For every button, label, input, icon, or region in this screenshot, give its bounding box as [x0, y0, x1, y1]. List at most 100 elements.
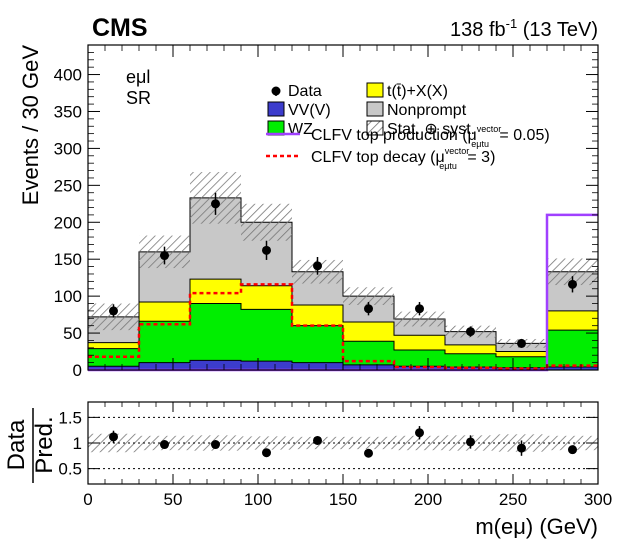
channel-label: eμl: [126, 67, 150, 87]
main-frame: [87, 44, 599, 371]
bar-ttx-4: [292, 305, 343, 326]
uncertainty-band-6: [394, 311, 445, 327]
bar-wz-7: [445, 353, 496, 368]
legend-clfv-decay-sup: vector: [445, 146, 470, 156]
uncertainty-band-5: [343, 287, 394, 305]
y-tick-label-5: 250: [54, 176, 82, 195]
ratio-y-title-bottom: Pred.: [31, 416, 58, 473]
y-tick-label-8: 400: [54, 66, 82, 85]
ratio-y-tick-label-0: 0.5: [58, 460, 82, 479]
ratio-point-5: [364, 448, 373, 458]
legend-data-marker: [271, 86, 281, 96]
bar-wz-0: [88, 348, 139, 367]
y-tick-label-1: 50: [63, 324, 82, 343]
legend-clfv-production-main: CLFV top production (μ: [311, 127, 477, 144]
bar-vv-2: [190, 360, 241, 370]
legend-unc-swatch: [366, 120, 384, 136]
ratio-point-1: [160, 440, 169, 450]
bar-ttx-8: [496, 351, 547, 357]
x-tick-label-4: 200: [414, 490, 442, 509]
data-point-2: [211, 199, 220, 209]
x-tick-label-3: 150: [329, 490, 357, 509]
legend-clfv-decay-tail: = 3): [463, 149, 495, 166]
lumi-exponent: -1: [506, 16, 518, 31]
legend-vv-swatch: [267, 101, 285, 117]
ratio-y-title: Data Pred.: [3, 408, 58, 483]
bar-ttx-2: [190, 279, 241, 304]
data-point-6: [415, 304, 424, 314]
ratio-point-7: [466, 437, 475, 447]
ratio-point-9: [568, 445, 577, 455]
bar-wz-3: [241, 309, 292, 362]
bar-wz-4: [292, 325, 343, 363]
legend-wz: WZ: [267, 120, 313, 138]
legend-ttx-label: t(t̄)+X(X): [387, 83, 448, 100]
ratio-point-0: [109, 432, 118, 442]
ratio-y-title-top: Data: [3, 419, 30, 470]
bar-ttx-5: [343, 321, 394, 342]
region-label: SR: [126, 88, 151, 108]
x-tick-label-1: 50: [164, 490, 183, 509]
legend-clfv-production-sub: eμtu: [471, 139, 489, 149]
x-tick-labels: 0 50 100 150 200 250 300: [83, 490, 612, 509]
legend-ttx: t(t̄)+X(X): [366, 82, 448, 100]
bar-wz-8: [496, 356, 547, 368]
bar-vv-3: [241, 361, 292, 370]
x-axis-title: m(eμ) (GeV): [475, 514, 598, 539]
legend-vv-label: VV(V): [288, 102, 331, 119]
x-tick-label-5: 250: [499, 490, 527, 509]
lumi-label: 138 fb-1 (13 TeV): [450, 16, 598, 41]
bar-ttx-9: [547, 310, 598, 331]
data-point-4: [313, 261, 322, 271]
ratio-y-tick-label-1: 1: [73, 434, 82, 453]
lumi-suffix: (13 TeV): [517, 19, 598, 41]
bar-wz-6: [394, 350, 445, 367]
bar-vv-1: [139, 362, 190, 370]
data-point-3: [262, 245, 271, 255]
y-tick-label-6: 300: [54, 139, 82, 158]
experiment-label: CMS: [92, 14, 148, 42]
uncertainty-band-3: [241, 203, 292, 241]
bar-vv-0: [88, 366, 139, 370]
data-point-9: [568, 279, 577, 289]
legend-ttx-swatch: [366, 82, 384, 98]
stack-edge-ttx: [88, 278, 598, 353]
legend-clfv-production-tail: = 0.05): [495, 127, 550, 144]
data-point-1: [160, 251, 169, 261]
bar-wz-2: [190, 303, 241, 361]
bar-vv-4: [292, 362, 343, 370]
data-point-7: [466, 327, 475, 337]
y-tick-label-2: 100: [54, 287, 82, 306]
bar-vv-7: [445, 367, 496, 370]
y-tick-label-3: 150: [54, 250, 82, 269]
legend-clfv-decay: CLFV top decay (μvector eμtu = 3): [266, 146, 495, 171]
x-tick-label-2: 100: [244, 490, 272, 509]
y-axis-title: Events / 30 GeV: [18, 45, 43, 206]
ratio-point-8: [517, 443, 526, 453]
legend-clfv-decay-label: CLFV top decay (μvector eμtu = 3): [311, 146, 495, 171]
ratio-frame: [87, 401, 599, 485]
bar-ttx-3: [241, 285, 292, 310]
legend-data-label: Data: [288, 83, 322, 100]
y-tick-label-4: 200: [54, 213, 82, 232]
bar-ttx-0: [88, 342, 139, 349]
legend-clfv-production-label: CLFV top production (μvector eμtu = 0.05): [311, 124, 550, 149]
bar-vv-5: [343, 364, 394, 370]
bar-wz-9: [547, 330, 598, 368]
legend-nonprompt-swatch: [366, 101, 384, 117]
ratio-y-tick-label-2: 1.5: [58, 408, 82, 427]
legend-clfv-production: CLFV top production (μvector eμtu = 0.05): [266, 124, 550, 149]
data-point-5: [364, 304, 373, 314]
y-tick-label-0: 0: [73, 361, 82, 380]
legend: Data VV(V) WZ t(t̄)+X(X) Nonprompt Stat.…: [266, 82, 550, 171]
ratio-point-6: [415, 428, 424, 438]
x-tick-label-6: 300: [584, 490, 612, 509]
x-tick-label-0: 0: [83, 490, 92, 509]
ratio-point-3: [262, 448, 271, 458]
lumi-prefix: 138 fb: [450, 19, 506, 41]
ratio-point-2: [211, 440, 220, 450]
data-point-0: [109, 306, 118, 316]
legend-clfv-decay-main: CLFV top decay (μ: [311, 149, 445, 166]
legend-nonprompt-label: Nonprompt: [387, 102, 467, 119]
bar-ttx-1: [139, 302, 190, 322]
